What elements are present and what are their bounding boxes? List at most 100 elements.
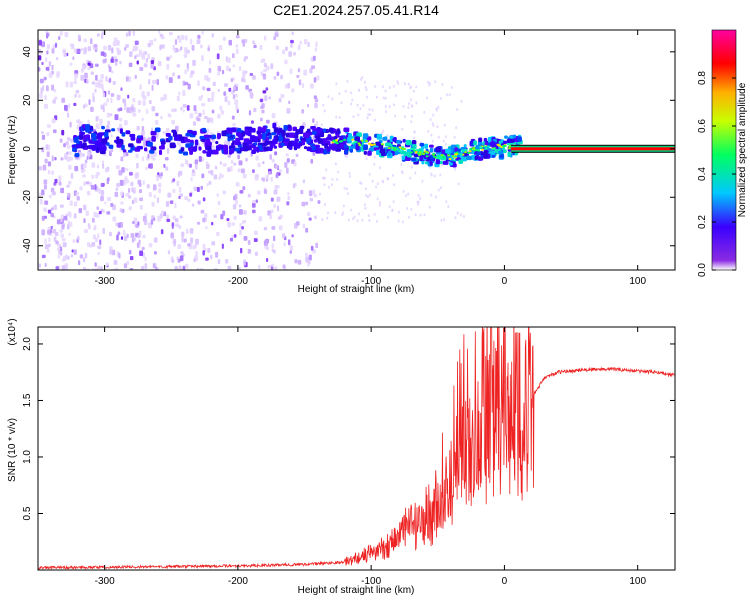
noise-point (211, 96, 214, 102)
noise-point (174, 265, 179, 270)
noise-point (202, 250, 205, 256)
trace-peak (443, 158, 447, 161)
noise-point (325, 168, 328, 172)
trace-point (71, 144, 76, 149)
noise-point (46, 44, 51, 50)
noise-point (189, 73, 193, 78)
noise-point (106, 178, 109, 185)
trace-point (504, 135, 508, 139)
noise-point (208, 180, 212, 185)
noise-point (145, 166, 148, 171)
spectrogram-y-ticks: -40 -20 0 20 40 (22, 46, 675, 253)
trace-point (435, 159, 441, 165)
noise-point (429, 118, 432, 122)
noise-point (173, 240, 176, 247)
noise-point (147, 42, 151, 48)
noise-point (138, 109, 141, 113)
trace-peak (507, 147, 511, 150)
trace-point (346, 137, 353, 142)
noise-point (453, 135, 456, 139)
trace-point (322, 138, 328, 144)
noise-point (122, 179, 127, 185)
noise-point (290, 42, 293, 48)
trace-peak (398, 146, 402, 149)
noise-point (381, 85, 384, 89)
noise-point (217, 113, 221, 119)
noise-point (143, 219, 148, 226)
noise-point (115, 40, 120, 46)
trace-point (327, 146, 331, 152)
noise-point (425, 96, 428, 100)
noise-point (177, 75, 181, 79)
noise-point (260, 71, 263, 76)
noise-point (50, 212, 54, 218)
noise-point (110, 58, 115, 63)
noise-point (346, 155, 349, 159)
noise-point (245, 85, 249, 90)
noise-point (202, 243, 206, 250)
noise-point (212, 81, 216, 87)
noise-point (208, 67, 212, 73)
noise-point (296, 221, 300, 226)
noise-point (227, 167, 231, 173)
noise-point (157, 60, 162, 66)
noise-point (249, 92, 254, 99)
noise-point (45, 144, 48, 150)
noise-point (323, 203, 326, 207)
noise-point (235, 44, 239, 48)
noise-point (379, 201, 382, 205)
trace-point (412, 140, 417, 145)
noise-point (211, 241, 216, 246)
noise-point (198, 112, 202, 118)
noise-point (410, 207, 413, 211)
noise-point (243, 235, 248, 241)
noise-point (148, 192, 152, 198)
noise-point (134, 40, 139, 46)
trace-point (428, 144, 434, 148)
noise-point (283, 242, 286, 247)
spectrogram-x-label: Height of straight line (km) (298, 284, 415, 295)
noise-point (125, 44, 129, 48)
trace-point (430, 154, 435, 160)
trace-point (85, 134, 91, 139)
noise-point (152, 184, 157, 191)
noise-point (215, 251, 219, 258)
noise-point (146, 91, 150, 97)
noise-point (189, 237, 194, 243)
noise-point (410, 120, 413, 124)
x-tick-label: -300 (95, 276, 115, 287)
noise-point (73, 102, 77, 107)
noise-point (259, 44, 263, 50)
noise-point (60, 233, 65, 238)
trace-point (517, 136, 522, 142)
noise-point (400, 170, 403, 174)
noise-point (166, 214, 169, 220)
trace-peak (342, 138, 346, 141)
noise-point (143, 141, 146, 148)
noise-point (190, 70, 195, 75)
noise-point (39, 192, 42, 197)
noise-point (207, 97, 211, 102)
noise-point (128, 195, 132, 199)
trace-point (223, 148, 229, 155)
noise-point (327, 211, 330, 215)
noise-point (287, 195, 291, 201)
noise-point (366, 195, 369, 199)
noise-point (76, 119, 81, 124)
noise-point (340, 101, 343, 105)
noise-point (378, 166, 381, 170)
noise-point (39, 198, 43, 205)
noise-point (169, 55, 173, 59)
noise-point (44, 103, 48, 109)
noise-point (58, 175, 62, 182)
noise-point (160, 115, 163, 120)
noise-point (81, 153, 85, 157)
noise-point (89, 38, 93, 45)
noise-point (41, 134, 46, 140)
noise-point (74, 165, 79, 172)
noise-point (268, 171, 271, 176)
noise-point (243, 259, 247, 266)
trace-peak (360, 139, 364, 142)
trace-peak (414, 151, 418, 154)
noise-point (243, 219, 247, 224)
